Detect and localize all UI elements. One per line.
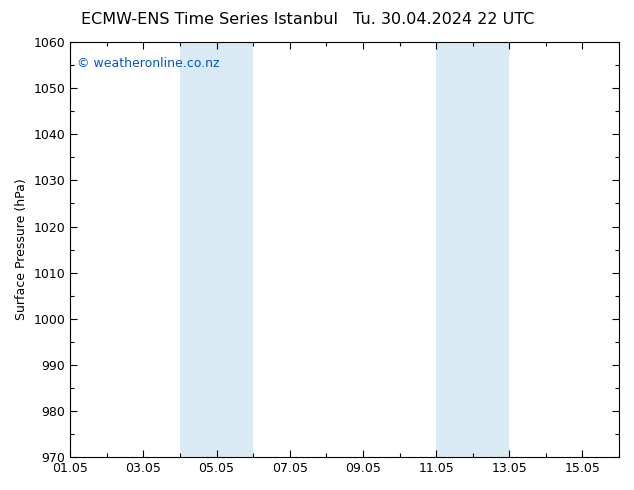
Text: © weatheronline.co.nz: © weatheronline.co.nz	[77, 56, 219, 70]
Text: Tu. 30.04.2024 22 UTC: Tu. 30.04.2024 22 UTC	[353, 12, 534, 27]
Y-axis label: Surface Pressure (hPa): Surface Pressure (hPa)	[15, 179, 28, 320]
Text: ECMW-ENS Time Series Istanbul: ECMW-ENS Time Series Istanbul	[81, 12, 338, 27]
Bar	[180, 42, 253, 457]
Bar	[436, 42, 509, 457]
